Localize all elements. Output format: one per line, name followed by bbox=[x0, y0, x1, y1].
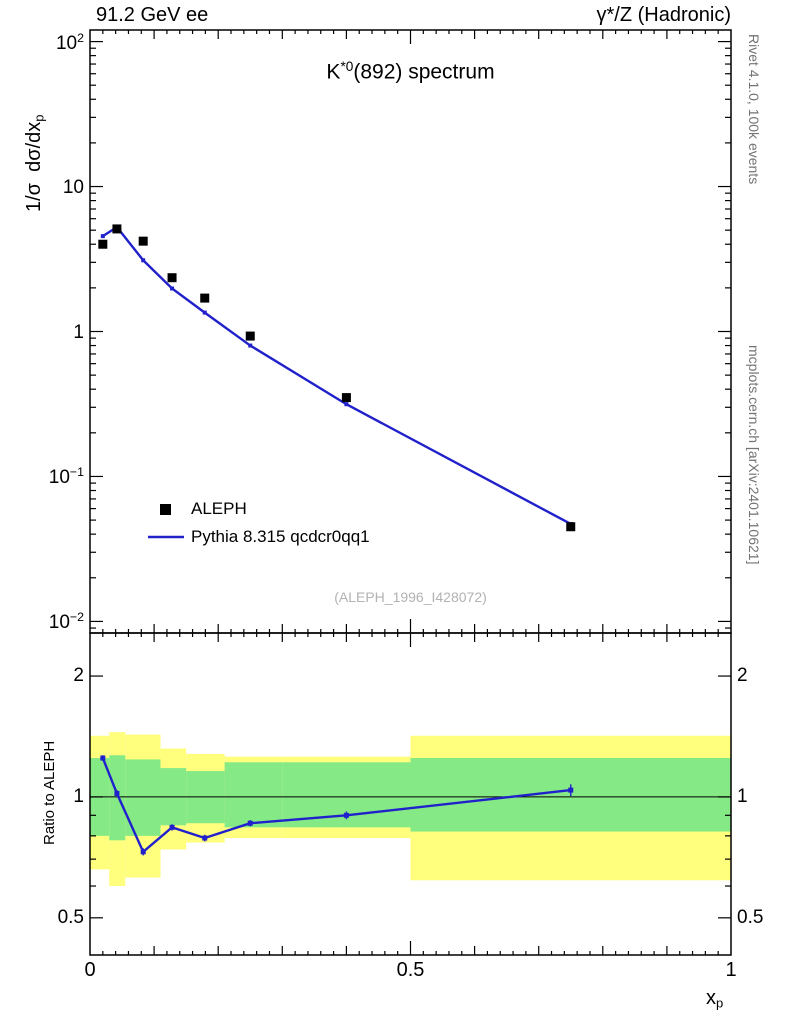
main-y-axis-label-subscript: p bbox=[31, 114, 47, 122]
legend-label-aleph: ALEPH bbox=[191, 499, 247, 518]
ratio-ytick-right-0p5: 0.5 bbox=[737, 907, 764, 928]
tick-base: 10 bbox=[55, 32, 78, 54]
xtick-label-0: 0 bbox=[84, 959, 96, 981]
tick-base: 10 bbox=[62, 176, 84, 198]
legend-marker-aleph bbox=[160, 504, 171, 515]
ratio-ytick-right-2: 2 bbox=[737, 665, 748, 686]
ratio-ytick-right-1: 1 bbox=[737, 786, 748, 807]
plot-title-superscript: *0 bbox=[340, 59, 354, 74]
main-y-axis-label-text: 1/σ dσ/dx bbox=[23, 121, 45, 212]
legend-label-pythia: Pythia 8.315 qcdcr0qq1 bbox=[191, 527, 370, 546]
x-axis-label: xp bbox=[706, 988, 723, 1010]
main-ytick-label-10: 10 bbox=[14, 176, 84, 198]
main-panel-frame bbox=[89, 29, 732, 634]
main-ytick-label-0p1: 10−1 bbox=[14, 466, 84, 488]
tick-base: 10 bbox=[48, 611, 70, 633]
x-axis-label-text: x bbox=[706, 987, 716, 1009]
tick-base: 1 bbox=[73, 321, 84, 343]
ratio-ytick-left-0p5: 0.5 bbox=[57, 907, 84, 928]
pythia-line bbox=[100, 225, 573, 526]
process-label: γ*/Z (Hadronic) bbox=[596, 4, 731, 26]
beam-energy-label: 91.2 GeV ee bbox=[96, 4, 209, 26]
main-ytick-label-0p01: 10−2 bbox=[14, 611, 84, 633]
rivet-version-watermark: Rivet 4.1.0, 100k events bbox=[746, 34, 762, 185]
tick-exponent: 2 bbox=[77, 31, 84, 45]
tick-base: 10 bbox=[48, 466, 70, 488]
xtick-label-1: 1 bbox=[725, 959, 737, 981]
plot-title-rest: (892) spectrum bbox=[353, 60, 495, 84]
plot-title: K*0(892) spectrum bbox=[90, 59, 731, 84]
mcplots-arxiv-watermark: mcplots.cern.ch [arXiv:2401.10621] bbox=[746, 345, 762, 565]
analysis-id-watermark: (ALEPH_1996_I428072) bbox=[334, 589, 487, 605]
aleph-markers bbox=[98, 224, 576, 532]
main-ytick-label-100: 102 bbox=[14, 32, 84, 54]
tick-exponent: −2 bbox=[69, 610, 84, 624]
tick-exponent: −1 bbox=[69, 465, 84, 479]
legend-glyphs bbox=[148, 504, 184, 539]
main-ytick-label-1: 1 bbox=[14, 321, 84, 343]
axis-ticks bbox=[90, 30, 731, 955]
ratio-ytick-left-2: 2 bbox=[73, 665, 84, 686]
xtick-label-0p5: 0.5 bbox=[396, 959, 425, 981]
plot-title-base: K bbox=[326, 60, 341, 84]
x-axis-label-subscript: p bbox=[716, 995, 724, 1011]
ratio-line bbox=[100, 755, 574, 856]
ratio-ytick-left-1: 1 bbox=[73, 786, 84, 807]
